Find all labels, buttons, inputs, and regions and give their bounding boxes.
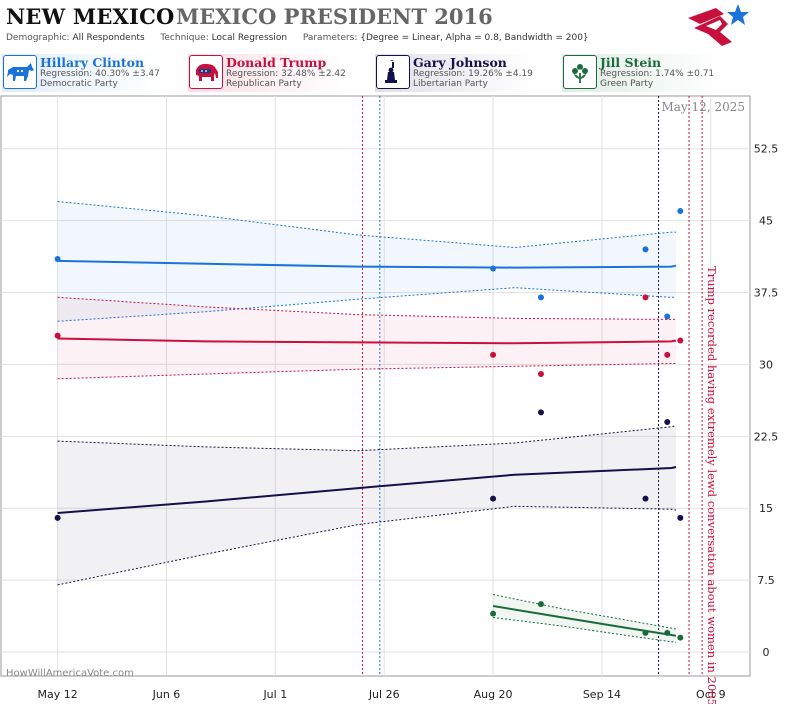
technique-label: Technique: (160, 33, 209, 43)
party-badge (563, 55, 597, 89)
x-tick-label: Sep 14 (583, 688, 621, 701)
trend-line-donald-trump (57, 337, 677, 345)
upper-bound-hillary-clinton (57, 201, 676, 249)
x-tick-label: Oct 9 (696, 688, 726, 701)
candidate-name: Hillary Clinton (40, 55, 145, 70)
poll-point-hillary-clinton (537, 294, 544, 301)
candidate-name: Donald Trump (226, 55, 327, 70)
x-tick-label: Jun 6 (152, 688, 181, 701)
y-tick-label: 22.5 (754, 430, 779, 443)
poll-point-donald-trump (490, 351, 497, 358)
poll-point-gary-johnson (54, 514, 61, 521)
poll-point-jill-stein (664, 629, 671, 636)
donkey-icon (7, 63, 34, 81)
confidence-band-donald-trump (57, 297, 677, 379)
y-tick-label: 52.5 (754, 143, 779, 156)
candidate-party: Green Party (600, 79, 654, 89)
y-tick-label: 15 (759, 502, 773, 515)
legend-item-gary-johnson[interactable]: Gary Johnson Regression: 19.26% ±4.19 Libe… (375, 54, 561, 92)
y-tick-label: 37.5 (754, 287, 779, 300)
parameters-label: Parameters: (302, 33, 358, 43)
header: NEW MEXICO MEXICO PRESIDENT 2016 Demogra… (0, 0, 789, 50)
plot-area (0, 95, 751, 677)
poll-point-gary-johnson (490, 495, 497, 502)
legend-item-hillary-clinton[interactable]: Hillary Clinton Regression: 40.30% ±3.47 D… (2, 54, 188, 92)
party-badge (3, 55, 37, 89)
poll-point-gary-johnson (642, 495, 649, 502)
lower-bound-jill-stein (493, 617, 677, 643)
candidate-regression: Regression: 1.74% ±0.71 (600, 69, 715, 79)
poll-point-jill-stein (490, 610, 497, 617)
poll-point-hillary-clinton (677, 208, 684, 215)
poll-point-gary-johnson (664, 418, 671, 425)
page-title-race: MEXICO PRESIDENT 2016 (176, 4, 493, 29)
chart: May 12 Jun 6 Jul 1 Jul 26 Aug 20 Sep 14 Oct 9 0… (0, 95, 779, 704)
lower-bound-gary-johnson (57, 505, 677, 586)
trend-line-gary-johnson (57, 466, 677, 514)
confidence-band-gary-johnson (57, 425, 677, 585)
y-tick-label: 0 (763, 646, 770, 659)
lower-bound-hillary-clinton (57, 287, 676, 322)
flower-icon (572, 64, 588, 83)
y-tick-label: 30 (759, 358, 773, 371)
poll-point-jill-stein (537, 601, 544, 608)
parameters-value: {Degree = Linear, Alpha = 0.8, Bandwidth… (360, 33, 589, 43)
site-logo-icon (688, 4, 749, 46)
poll-point-donald-trump (54, 332, 61, 339)
candidate-regression: Regression: 32.48% ±2.42 (226, 69, 346, 79)
poll-point-gary-johnson (537, 409, 544, 416)
candidate-legend: Hillary Clinton Regression: 40.30% ±3.47 D… (0, 54, 789, 92)
page-title-state: NEW MEXICO (6, 4, 175, 29)
trend-line-hillary-clinton (57, 259, 677, 269)
poll-point-jill-stein (642, 629, 649, 636)
poll-point-donald-trump (642, 294, 649, 301)
x-tick-label: May 12 (37, 688, 77, 701)
legend-item-donald-trump[interactable]: Donald Trump Regression: 32.48% ±2.42 Repu… (188, 54, 374, 92)
x-tick-label: Aug 20 (474, 688, 513, 701)
y-tick-label: 45 (759, 215, 773, 228)
statue-of-liberty-icon (385, 60, 397, 83)
poll-point-hillary-clinton (54, 255, 61, 262)
y-tick-label: 7.5 (757, 574, 775, 587)
x-tick-label: Jul 26 (368, 688, 400, 701)
poll-point-donald-trump (677, 337, 684, 344)
candidate-regression: Regression: 40.30% ±3.47 (40, 69, 160, 79)
event-annotation: Trump recorded having extremely lewd con… (705, 266, 719, 704)
party-badge (189, 55, 223, 89)
candidate-name: Jill Stein (600, 55, 662, 70)
date-stamp: May 12, 2025 (662, 100, 745, 114)
poll-point-hillary-clinton (642, 246, 649, 253)
x-tick-label: Jul 1 (262, 688, 287, 701)
poll-point-hillary-clinton (664, 313, 671, 320)
candidate-regression: Regression: 19.26% ±4.19 (413, 69, 533, 79)
poll-point-jill-stein (677, 634, 684, 641)
candidate-name: Gary Johnson (413, 55, 507, 70)
parameters-line: Demographic: All Respondents Technique: … (6, 33, 589, 43)
poll-point-donald-trump (537, 371, 544, 378)
demographic-value: All Respondents (72, 33, 145, 43)
watermark: HowWillAmericaVote.com (6, 668, 134, 679)
trend-line-jill-stein (492, 605, 677, 637)
upper-bound-jill-stein (492, 594, 677, 630)
poll-point-donald-trump (664, 351, 671, 358)
elephant-icon (196, 63, 218, 81)
candidate-party: Democratic Party (40, 79, 118, 89)
party-badge (376, 55, 410, 89)
candidate-party: Libertarian Party (413, 79, 488, 89)
poll-point-hillary-clinton (490, 265, 497, 272)
confidence-band-jill-stein (493, 594, 676, 643)
technique-value: Local Regression (211, 33, 288, 43)
poll-point-gary-johnson (677, 514, 684, 521)
demographic-label: Demographic: (6, 33, 70, 43)
confidence-band-hillary-clinton (57, 201, 677, 322)
candidate-party: Republican Party (226, 79, 302, 89)
legend-item-jill-stein[interactable]: Jill Stein Regression: 1.74% ±0.71 Green P… (562, 54, 748, 92)
